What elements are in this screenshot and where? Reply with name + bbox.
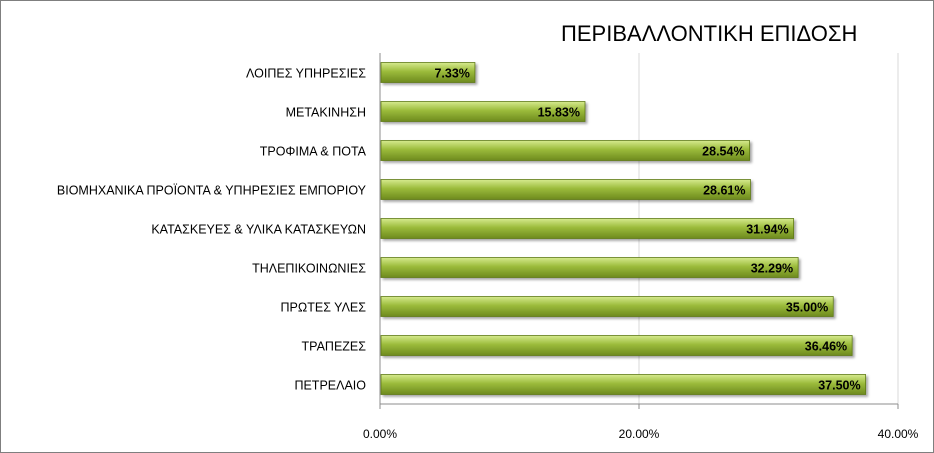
- x-tick-label: 0.00%: [363, 427, 397, 441]
- data-label: 28.61%: [703, 184, 745, 198]
- data-label: 37.50%: [818, 379, 860, 393]
- bar: [380, 179, 751, 200]
- bar: [380, 296, 834, 317]
- x-tick-label: 40.00%: [878, 427, 919, 441]
- data-label: 35.00%: [786, 301, 828, 315]
- data-label: 32.29%: [751, 262, 793, 276]
- category-label: ΒΙΟΜΗΧΑΝΙΚΑ ΠΡΟΪΟΝΤΑ & ΥΠΗΡΕΣΙΕΣ ΕΜΠΟΡΙΟ…: [57, 184, 367, 198]
- x-tick-label: 20.00%: [619, 427, 660, 441]
- category-label: ΛΟΙΠΕΣ ΥΠΗΡΕΣΙΕΣ: [246, 67, 366, 81]
- category-label: ΚΑΤΑΣΚΕΥΕΣ & ΥΛΙΚΑ ΚΑΤΑΣΚΕΥΩΝ: [151, 223, 366, 237]
- bar: [380, 335, 853, 356]
- bar: [380, 257, 799, 278]
- bar: [380, 62, 476, 83]
- category-label: ΤΗΛΕΠΙΚΟΙΝΩΝΙΕΣ: [252, 262, 366, 276]
- category-label: ΤΡΟΦΙΜΑ & ΠΟΤΑ: [260, 145, 367, 159]
- data-label: 28.54%: [702, 145, 744, 159]
- data-label: 36.46%: [805, 340, 847, 354]
- bar: [380, 374, 867, 395]
- data-label: 7.33%: [434, 67, 469, 81]
- bar: [380, 140, 750, 161]
- chart-title: ΠΕΡΙΒΑΛΛΟΝΤΙΚΗ ΕΠΙΔΟΣΗ: [561, 21, 858, 46]
- category-label: ΠΡΩΤΕΣ ΥΛΕΣ: [281, 301, 367, 315]
- category-label: ΤΡΑΠΕΖΕΣ: [302, 340, 367, 354]
- category-label: ΜΕΤΑΚΙΝΗΣΗ: [286, 106, 366, 120]
- bar: [380, 218, 795, 239]
- data-label: 31.94%: [746, 223, 788, 237]
- category-label: ΠΕΤΡΕΛΑΙΟ: [294, 379, 366, 393]
- data-label: 15.83%: [538, 106, 580, 120]
- bar: [380, 101, 586, 122]
